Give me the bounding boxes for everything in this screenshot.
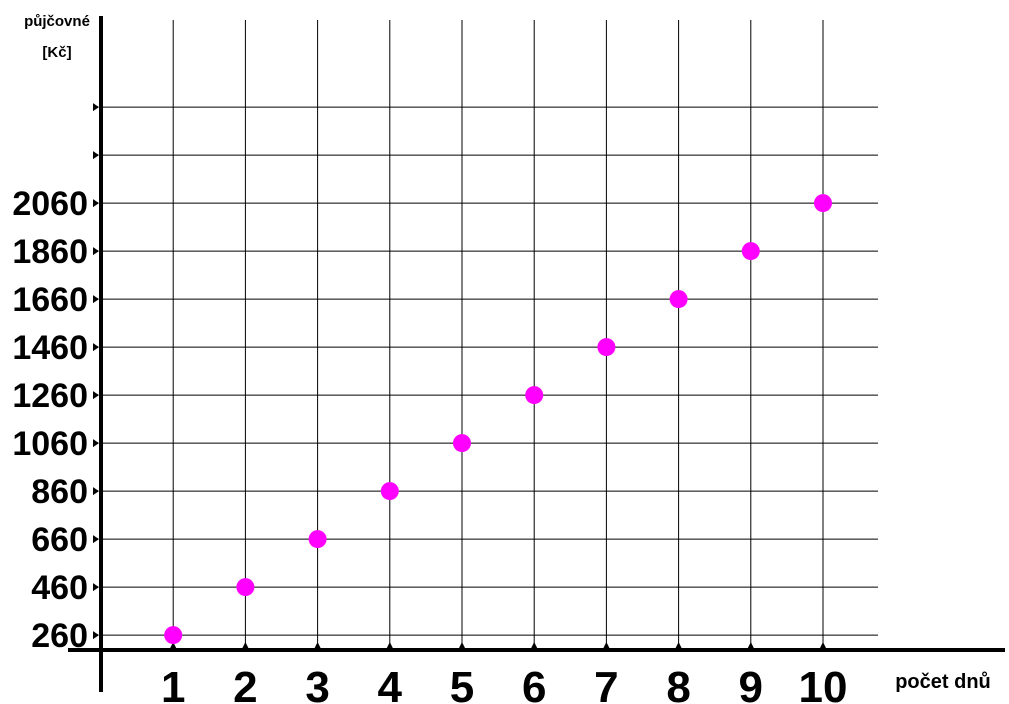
- y-tick-mark: [93, 199, 99, 208]
- data-point: [164, 626, 183, 645]
- x-tick-mark: [241, 642, 250, 650]
- x-tick-mark: [819, 642, 827, 650]
- x-axis-label: počet dnů: [895, 671, 991, 693]
- y-tick-mark: [93, 535, 99, 544]
- x-tick-label: 7: [594, 663, 618, 704]
- data-points: [164, 194, 832, 645]
- y-tick-labels: 260 460 660 860 1060 1260 1460 1660 1860 2060: [12, 185, 88, 655]
- y-tick-label: 460: [31, 569, 88, 607]
- x-tick-labels: 1 2 3 4 5 6 7 8 9 10: [161, 663, 848, 704]
- x-tick-mark: [385, 642, 394, 650]
- y-tick-mark: [93, 439, 99, 448]
- x-tick-mark: [602, 642, 611, 650]
- y-tick-label: 1660: [12, 281, 88, 319]
- y-tick-label: 2060: [12, 185, 88, 223]
- grid: [101, 20, 878, 650]
- x-tick-mark: [530, 642, 539, 650]
- data-point: [597, 338, 616, 357]
- x-tick-label: 8: [666, 663, 690, 704]
- y-axis-label-line-2: [Kč]: [42, 44, 71, 61]
- y-tick-label: 860: [31, 473, 88, 511]
- y-tick-label: 1060: [12, 425, 88, 463]
- y-tick-mark: [93, 247, 99, 256]
- y-tick-mark: [93, 487, 99, 496]
- x-tick-mark: [746, 642, 755, 650]
- axes: [68, 16, 1005, 692]
- y-tick-mark: [93, 295, 99, 304]
- y-tick-mark: [93, 583, 99, 592]
- data-point: [525, 386, 544, 405]
- data-point: [741, 242, 760, 261]
- x-tick-label: 3: [305, 663, 329, 704]
- data-point: [669, 290, 688, 309]
- y-tick-mark: [93, 343, 99, 352]
- x-tick-label: 1: [161, 663, 185, 704]
- x-tick-label: 6: [522, 663, 546, 704]
- y-tick-label: 1460: [12, 329, 88, 367]
- data-point: [308, 530, 327, 549]
- x-tick-label: 2: [233, 663, 257, 704]
- x-tick-label: 5: [450, 663, 474, 704]
- y-tick-mark: [93, 631, 99, 640]
- y-tick-mark: [93, 391, 99, 400]
- data-point: [236, 578, 255, 597]
- x-tick-label: 10: [799, 663, 848, 704]
- y-tick-mark: [93, 151, 99, 160]
- tick-marks: [93, 103, 827, 650]
- y-tick-label: 1260: [12, 377, 88, 415]
- x-tick-mark: [458, 642, 466, 650]
- data-point: [814, 194, 832, 213]
- data-point: [380, 482, 399, 501]
- x-tick-mark: [169, 642, 178, 650]
- x-tick-label: 4: [378, 663, 403, 704]
- data-point: [453, 434, 471, 453]
- x-tick-label: 9: [739, 663, 763, 704]
- x-tick-mark: [674, 642, 683, 650]
- y-tick-mark: [93, 103, 99, 112]
- y-tick-label: 260: [31, 617, 88, 655]
- y-tick-label: 660: [31, 521, 88, 559]
- x-tick-mark: [313, 642, 322, 650]
- y-tick-label: 1860: [12, 233, 88, 271]
- y-axis-label-line-1: půjčovné: [24, 13, 90, 30]
